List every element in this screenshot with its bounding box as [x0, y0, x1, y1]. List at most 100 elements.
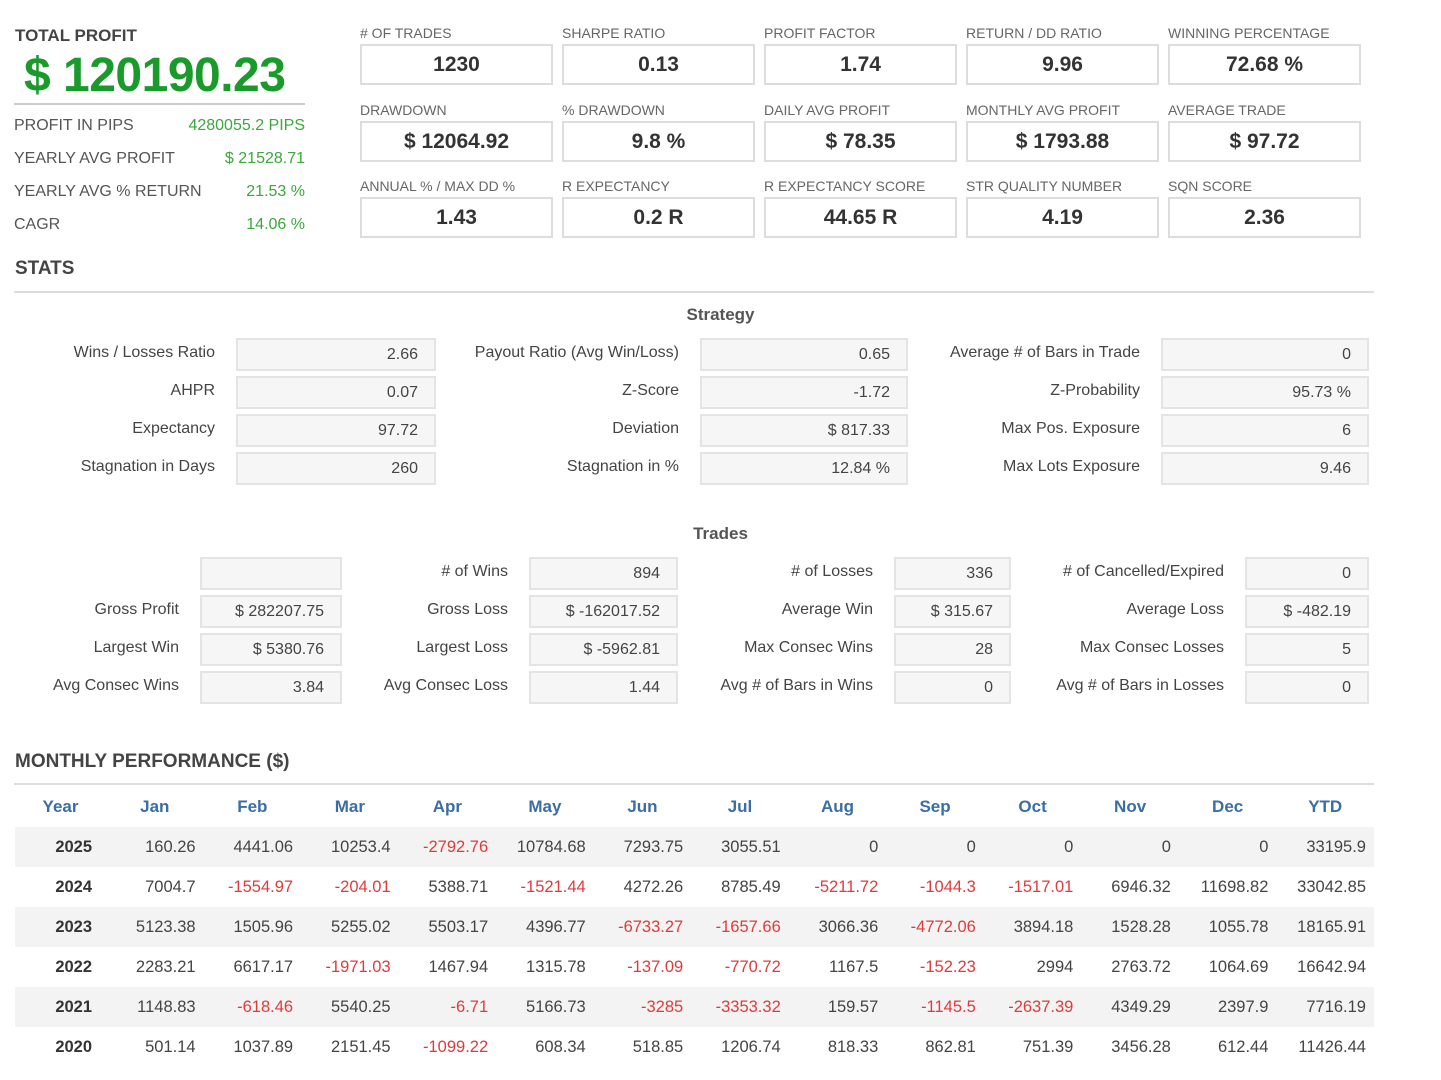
- month-value-cell: 7716.19: [1276, 987, 1374, 1027]
- month-value-cell: 1037.89: [233, 1037, 294, 1056]
- month-value-cell: 7293.75: [593, 827, 692, 867]
- trades-value: 3.84: [200, 671, 342, 704]
- column-header: Feb: [237, 797, 268, 816]
- metric-value: 1230: [360, 44, 553, 85]
- trades-label: Average Loss: [1126, 601, 1224, 618]
- trades-label: # of Cancelled/Expired: [1063, 563, 1224, 580]
- column-header: Sep: [919, 797, 951, 816]
- summary-value: 21.53 %: [246, 183, 305, 200]
- trades-label: Avg # of Bars in Losses: [1056, 677, 1224, 694]
- month-value-cell: -2792.76: [398, 827, 497, 867]
- strategy-label: Stagnation in %: [566, 458, 679, 475]
- month-value-cell: 2763.72: [1111, 957, 1171, 976]
- month-value-cell: -6.71: [398, 987, 497, 1027]
- month-value-cell: -1657.66: [691, 907, 789, 947]
- metric-value: 0.13: [562, 44, 755, 85]
- strategy-label: Deviation: [612, 420, 679, 437]
- month-value-cell: 5388.71: [428, 877, 489, 896]
- month-value-cell: 8785.49: [721, 877, 781, 896]
- month-value-cell: -3353.32: [691, 987, 789, 1027]
- trades-value: $ 282207.75: [200, 595, 342, 628]
- table-row: 2025 160.26 4441.06 10253.4 -2792.76 10784.68…: [15, 827, 1374, 867]
- table-row: 2022 2283.21 6617.17 -1971.03 1467.94 1315.78…: [15, 947, 1374, 987]
- strategy-title: Strategy: [686, 305, 755, 324]
- month-value-cell: 4441.06: [203, 827, 302, 867]
- month-value-cell: -2637.39: [983, 987, 1082, 1027]
- trades-value: $ -162017.52: [529, 595, 678, 628]
- month-value-cell: 4349.29: [1081, 987, 1179, 1027]
- total-profit-label: TOTAL PROFIT: [15, 26, 137, 45]
- trades-value: 336: [894, 557, 1011, 590]
- month-value-cell: 518.85: [632, 1037, 684, 1056]
- metric-value: 44.65 R: [764, 197, 957, 238]
- strategy-label: AHPR: [170, 382, 215, 399]
- month-value-cell: 33042.85: [1297, 877, 1366, 896]
- trades-value: 28: [894, 633, 1011, 666]
- strategy-label: Max Lots Exposure: [1003, 458, 1140, 475]
- year-cell: 2020: [55, 1037, 93, 1056]
- summary-label: PROFIT IN PIPS: [14, 117, 134, 134]
- metric-value: $ 1793.88: [966, 120, 1159, 162]
- trades-label: Avg # of Bars in Wins: [720, 677, 873, 694]
- trades-value: [200, 557, 342, 590]
- column-header: Mar: [334, 797, 365, 816]
- month-value-cell: 18165.91: [1276, 907, 1374, 947]
- trades-title: Trades: [693, 524, 748, 543]
- trades-value: 0: [1245, 557, 1369, 590]
- metric-label: WINNING PERCENTAGE: [1168, 25, 1330, 41]
- year-cell: 2024: [55, 877, 93, 896]
- month-value-cell: -1099.22: [423, 1037, 489, 1056]
- month-value-cell: 10253.4: [301, 827, 399, 867]
- month-value-cell: 16642.94: [1297, 957, 1366, 976]
- metric-value: $ 97.72: [1168, 120, 1361, 162]
- month-value-cell: 1167.5: [829, 957, 879, 976]
- metric-label: # OF TRADES: [360, 25, 452, 41]
- month-value-cell: -1145.5: [886, 987, 984, 1027]
- trades-label: # of Losses: [791, 563, 873, 580]
- summary-value: 4280055.2 PIPS: [188, 117, 305, 134]
- trades-label: Max Consec Wins: [744, 639, 873, 656]
- month-value-cell: 6617.17: [233, 957, 294, 976]
- month-value-cell: 0: [1081, 827, 1179, 867]
- metric-value: 9.96: [966, 44, 1159, 85]
- month-value-cell: -770.72: [724, 957, 781, 976]
- year-cell: 2025: [15, 827, 107, 867]
- metric-value: 0.2 R: [562, 197, 755, 238]
- month-value-cell: 0: [983, 827, 1082, 867]
- month-value-cell: 11426.44: [1298, 1037, 1366, 1056]
- table-row: 2024 7004.7 -1554.97 -204.01 5388.71 -1521.44…: [15, 867, 1374, 907]
- summary-row: YEARLY AVG PROFIT $ 21528.71: [14, 150, 305, 168]
- trades-label: Avg Consec Loss: [383, 677, 508, 694]
- column-header: May: [528, 797, 562, 816]
- month-value-cell: 1528.28: [1081, 907, 1179, 947]
- month-value-cell: 1064.69: [1208, 957, 1269, 976]
- column-header: Apr: [432, 797, 463, 816]
- table-row: 2023 5123.38 1505.96 5255.02 5503.17 4396.77-…: [15, 907, 1374, 947]
- month-value-cell: 1505.96: [203, 907, 302, 947]
- month-value-cell: 4396.77: [496, 907, 594, 947]
- month-value-cell: -152.23: [919, 957, 976, 976]
- month-value-cell: 1055.78: [1178, 907, 1277, 947]
- month-value-cell: -4772.06: [886, 907, 984, 947]
- strategy-label: Wins / Losses Ratio: [73, 344, 215, 361]
- divider: [14, 291, 1374, 293]
- month-value-cell: -3285: [593, 987, 692, 1027]
- metric-label: RETURN / DD RATIO: [966, 25, 1102, 41]
- divider: [14, 103, 305, 105]
- strategy-label: Z-Probability: [1050, 382, 1140, 399]
- month-value-cell: 2283.21: [135, 957, 196, 976]
- strategy-value: 0.65: [700, 338, 908, 371]
- trades-label: Gross Loss: [427, 601, 508, 618]
- month-value-cell: -6733.27: [593, 907, 692, 947]
- month-value-cell: 1315.78: [526, 957, 586, 976]
- month-value-cell: 33195.9: [1276, 827, 1374, 867]
- strategy-value: 95.73 %: [1161, 376, 1369, 409]
- month-value-cell: 3456.28: [1111, 1037, 1171, 1056]
- year-cell: 2023: [15, 907, 107, 947]
- month-value-cell: -5211.72: [814, 877, 879, 896]
- year-cell: 2021: [15, 987, 107, 1027]
- metric-label: ANNUAL % / MAX DD %: [360, 178, 516, 194]
- month-value-cell: -618.46: [203, 987, 302, 1027]
- month-value-cell: 1148.83: [106, 987, 204, 1027]
- month-value-cell: 10784.68: [496, 827, 594, 867]
